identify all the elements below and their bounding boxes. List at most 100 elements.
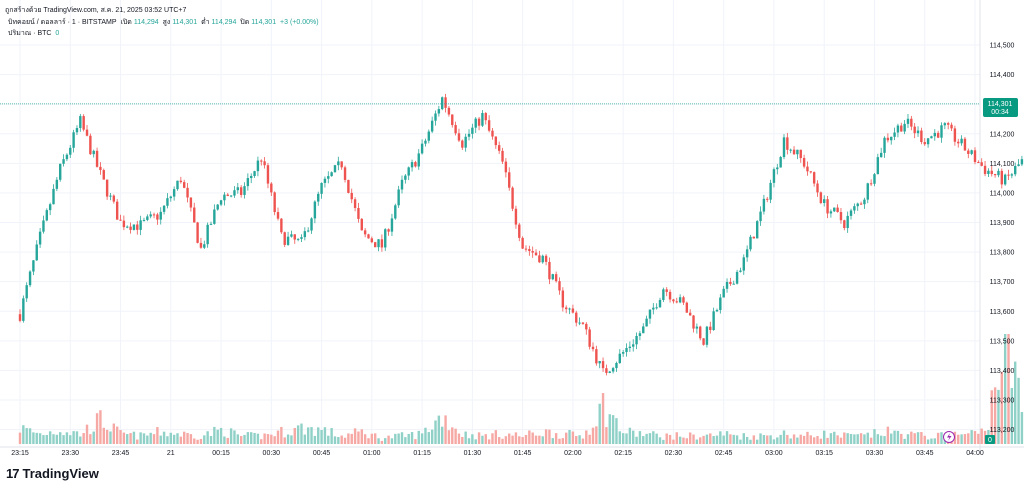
candle-body (360, 218, 363, 231)
candle-body (122, 220, 126, 228)
candle-body (82, 116, 85, 130)
volume-bar (22, 425, 25, 444)
candle-body (645, 318, 648, 327)
candle-body (575, 312, 578, 323)
volume-bar (464, 431, 467, 444)
candle-body (799, 149, 802, 159)
volume-bar (826, 437, 829, 444)
candle-body (782, 137, 786, 158)
candle-body (890, 136, 893, 141)
y-tick-label: 114,400 (990, 72, 1015, 79)
candle-body (554, 274, 558, 282)
candle-body (179, 180, 183, 183)
candle-body (444, 97, 447, 108)
volume-bar (260, 439, 263, 444)
x-tick-label: 23:30 (61, 450, 79, 457)
candle-body (437, 109, 441, 114)
volume-bar (79, 436, 82, 444)
candle-body (967, 150, 970, 154)
volume-bar (873, 429, 876, 444)
volume-bar (159, 435, 162, 444)
volume-bar (276, 430, 280, 444)
volume-bar (132, 431, 136, 444)
candle-body (497, 145, 501, 151)
x-tick-label: 00:45 (313, 450, 331, 457)
volume-bar (977, 433, 980, 444)
candle-body (910, 118, 913, 127)
candle-body (387, 229, 390, 232)
candle-body (849, 210, 853, 216)
volume-bar (544, 429, 548, 444)
lightning-icon[interactable] (943, 431, 955, 443)
candle-body (25, 285, 28, 299)
volume-bar (705, 434, 709, 444)
volume-bar (404, 437, 407, 444)
volume-bar (48, 431, 52, 444)
volume-bar (608, 414, 611, 444)
volume-bar (250, 432, 253, 444)
volume-bar (156, 427, 159, 444)
candle-body (993, 174, 997, 176)
volume-bar (246, 432, 250, 444)
brand-name: TradingView (22, 466, 99, 481)
volume-bar (782, 430, 786, 444)
candle-body (548, 261, 551, 280)
volume-bar (890, 433, 893, 444)
volume-bar (437, 415, 441, 444)
volume-bar (749, 439, 752, 444)
volume-bar (172, 434, 176, 444)
change-value: +3 (+0.00%) (280, 19, 319, 26)
volume-bar (226, 437, 229, 444)
candle-body (940, 125, 943, 138)
candle-body (963, 138, 967, 151)
candle-body (48, 204, 52, 211)
candle-body (203, 244, 206, 248)
price-series (18, 93, 1024, 376)
volume-bar (655, 433, 658, 444)
volume-bar (142, 433, 146, 444)
candle-body (879, 152, 883, 158)
candle-body (85, 129, 89, 136)
volume-bar (896, 430, 900, 444)
candle-body (591, 346, 595, 350)
candle-body (923, 142, 926, 145)
volume-bar (105, 429, 109, 444)
volume-bar (203, 435, 206, 444)
candle-body (826, 199, 829, 214)
candle-body (89, 135, 92, 155)
volume-bar (52, 434, 55, 444)
volume-bar (729, 434, 732, 444)
candle-body (933, 132, 936, 137)
volume-bar (454, 428, 457, 444)
candle-body (424, 140, 427, 144)
tradingview-logo[interactable]: 17 TradingView (6, 466, 99, 481)
candle-body (487, 120, 491, 131)
candle-body (926, 138, 930, 145)
candle-body (715, 309, 719, 312)
candle-body (414, 162, 417, 167)
price-axis: 114,500114,400114,300114,200114,100114,0… (990, 43, 1015, 435)
candle-body (347, 179, 350, 193)
symbol-name[interactable]: บิทคอยน์ / ดอลลาร์ · 1 · BITSTAMP (8, 19, 117, 26)
volume-bar (424, 427, 427, 444)
candle-body (38, 231, 42, 245)
candle-body (558, 281, 561, 291)
volume-bar (866, 432, 869, 444)
candle-body (461, 140, 464, 148)
volume-label[interactable]: ปริมาณ · BTC (8, 30, 52, 37)
volume-bar (223, 436, 226, 444)
volume-bar (323, 427, 327, 444)
candle-body (296, 238, 300, 240)
volume-bar (980, 428, 983, 444)
volume-bar (508, 433, 511, 444)
volume-tag (985, 435, 995, 444)
volume-bar (25, 428, 28, 444)
candle-body (196, 222, 199, 243)
volume-bar (28, 428, 32, 444)
candle-body (1007, 174, 1010, 176)
volume-bar (960, 434, 963, 444)
volume-bar (300, 423, 303, 444)
volume-bar (387, 435, 390, 444)
candle-body (370, 238, 374, 243)
candle-body (632, 344, 635, 347)
